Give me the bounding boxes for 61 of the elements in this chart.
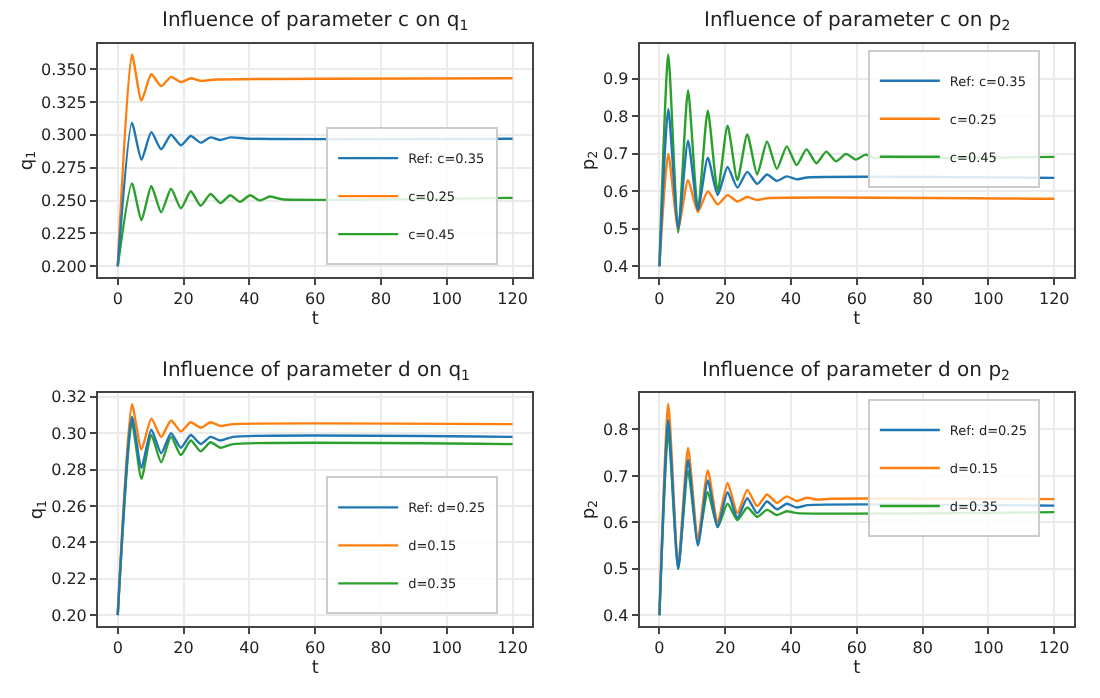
x-tick-label: 120 xyxy=(497,290,528,308)
x-axis-title: t xyxy=(311,658,320,679)
x-axis-title: t xyxy=(311,309,320,330)
x-tick-label: 20 xyxy=(173,639,194,658)
y-tick-label: 0.4 xyxy=(603,606,629,625)
x-tick-label: 120 xyxy=(1038,639,1070,658)
y-tick-label: 0.350 xyxy=(40,60,87,79)
x-axis-title: t xyxy=(853,309,862,330)
y-tick-label: 0.32 xyxy=(51,388,87,407)
chart-title: Influence of parameter d on p$_{2}$ xyxy=(702,360,1011,385)
y-tick-label: 0.8 xyxy=(603,421,629,440)
x-tick-label: 0 xyxy=(112,639,123,658)
y-tick-label: 0.7 xyxy=(603,467,629,486)
chart-title: Influence of parameter c on q$_{1}$ xyxy=(162,10,469,35)
y-tick-label: 0.325 xyxy=(40,93,87,112)
chart-title: Influence of parameter d on q$_{1}$ xyxy=(162,360,471,385)
x-tick-label: 40 xyxy=(239,639,260,658)
y-tick-label: 0.26 xyxy=(51,497,87,516)
y-tick-label: 0.225 xyxy=(40,225,87,243)
y-tick-label: 0.4 xyxy=(603,257,629,276)
x-tick-label: 40 xyxy=(239,290,260,308)
y-tick-label: 0.24 xyxy=(51,533,87,552)
y-tick-label: 0.30 xyxy=(51,424,87,443)
x-tick-label: 80 xyxy=(912,290,933,308)
x-tick-label: 120 xyxy=(497,639,528,658)
x-tick-label: 0 xyxy=(654,639,665,658)
y-tick-label: 0.5 xyxy=(603,560,629,579)
x-tick-label: 100 xyxy=(973,639,1004,658)
x-tick-label: 100 xyxy=(431,290,463,308)
x-tick-label: 60 xyxy=(846,639,868,658)
y-tick-label: 0.200 xyxy=(40,257,87,276)
y-tick-label: 0.20 xyxy=(51,606,87,625)
x-tick-label: 0 xyxy=(654,290,665,308)
x-tick-label: 0 xyxy=(112,290,123,308)
y-tick-label: 0.28 xyxy=(51,461,87,480)
y-tick-label: 0.9 xyxy=(603,70,629,89)
y-tick-label: 0.7 xyxy=(603,145,629,164)
chart-title: Influence of parameter c on p$_{2}$ xyxy=(704,10,1011,35)
y-tick-label: 0.8 xyxy=(603,107,629,126)
x-axis-title: t xyxy=(853,658,862,679)
x-tick-label: 40 xyxy=(780,639,802,658)
y-tick-label: 0.275 xyxy=(40,159,87,178)
x-tick-label: 120 xyxy=(1038,290,1070,308)
x-tick-label: 80 xyxy=(370,639,392,658)
x-tick-label: 40 xyxy=(780,290,802,308)
x-tick-label: 100 xyxy=(431,639,463,658)
y-tick-label: 0.250 xyxy=(40,192,87,211)
y-tick-label: 0.300 xyxy=(40,126,87,145)
x-tick-label: 100 xyxy=(973,290,1004,308)
y-tick-label: 0.6 xyxy=(603,513,629,532)
y-tick-label: 0.5 xyxy=(603,220,629,239)
x-tick-label: 60 xyxy=(304,290,326,308)
x-tick-label: 60 xyxy=(846,290,868,308)
x-tick-label: 20 xyxy=(173,290,194,308)
x-tick-label: 80 xyxy=(912,639,933,658)
x-tick-label: 80 xyxy=(370,290,392,308)
y-tick-label: 0.6 xyxy=(603,182,629,201)
y-tick-label: 0.22 xyxy=(51,570,87,589)
x-tick-label: 20 xyxy=(715,290,736,308)
x-tick-label: 60 xyxy=(304,639,326,658)
x-tick-label: 20 xyxy=(715,639,736,658)
